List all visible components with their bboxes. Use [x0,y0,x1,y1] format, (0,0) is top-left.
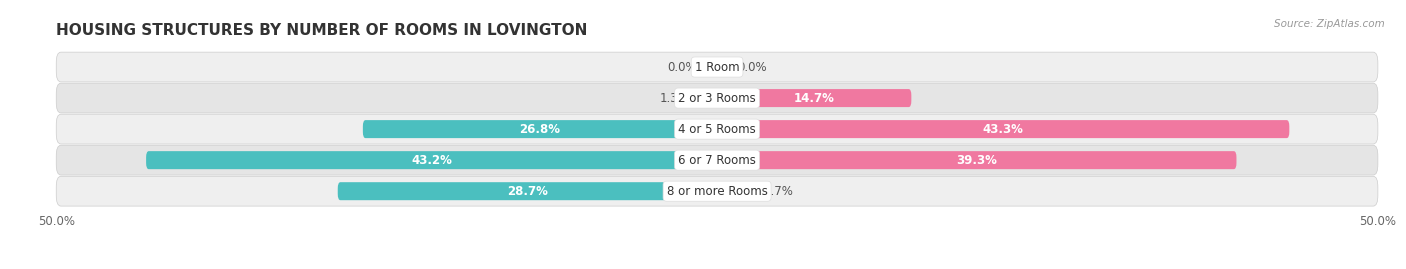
FancyBboxPatch shape [56,52,1378,82]
FancyBboxPatch shape [717,120,1289,138]
FancyBboxPatch shape [700,89,717,107]
FancyBboxPatch shape [56,114,1378,144]
FancyBboxPatch shape [56,145,1378,175]
Text: 0.0%: 0.0% [668,61,697,73]
Text: 1 Room: 1 Room [695,61,740,73]
Text: HOUSING STRUCTURES BY NUMBER OF ROOMS IN LOVINGTON: HOUSING STRUCTURES BY NUMBER OF ROOMS IN… [56,23,588,38]
Text: Source: ZipAtlas.com: Source: ZipAtlas.com [1274,19,1385,29]
Text: 39.3%: 39.3% [956,154,997,167]
Text: 43.2%: 43.2% [411,154,451,167]
Text: 28.7%: 28.7% [508,185,548,198]
FancyBboxPatch shape [56,83,1378,113]
Text: 14.7%: 14.7% [794,91,835,105]
Text: 8 or more Rooms: 8 or more Rooms [666,185,768,198]
Text: 1.3%: 1.3% [659,91,689,105]
Text: 4 or 5 Rooms: 4 or 5 Rooms [678,123,756,136]
FancyBboxPatch shape [363,120,717,138]
FancyBboxPatch shape [717,89,911,107]
Text: 2 or 3 Rooms: 2 or 3 Rooms [678,91,756,105]
Text: 2.7%: 2.7% [763,185,793,198]
Text: 0.0%: 0.0% [737,61,766,73]
Text: 6 or 7 Rooms: 6 or 7 Rooms [678,154,756,167]
Text: 43.3%: 43.3% [983,123,1024,136]
FancyBboxPatch shape [146,151,717,169]
FancyBboxPatch shape [56,176,1378,206]
FancyBboxPatch shape [717,182,752,200]
Text: 26.8%: 26.8% [519,123,561,136]
FancyBboxPatch shape [337,182,717,200]
FancyBboxPatch shape [717,151,1236,169]
